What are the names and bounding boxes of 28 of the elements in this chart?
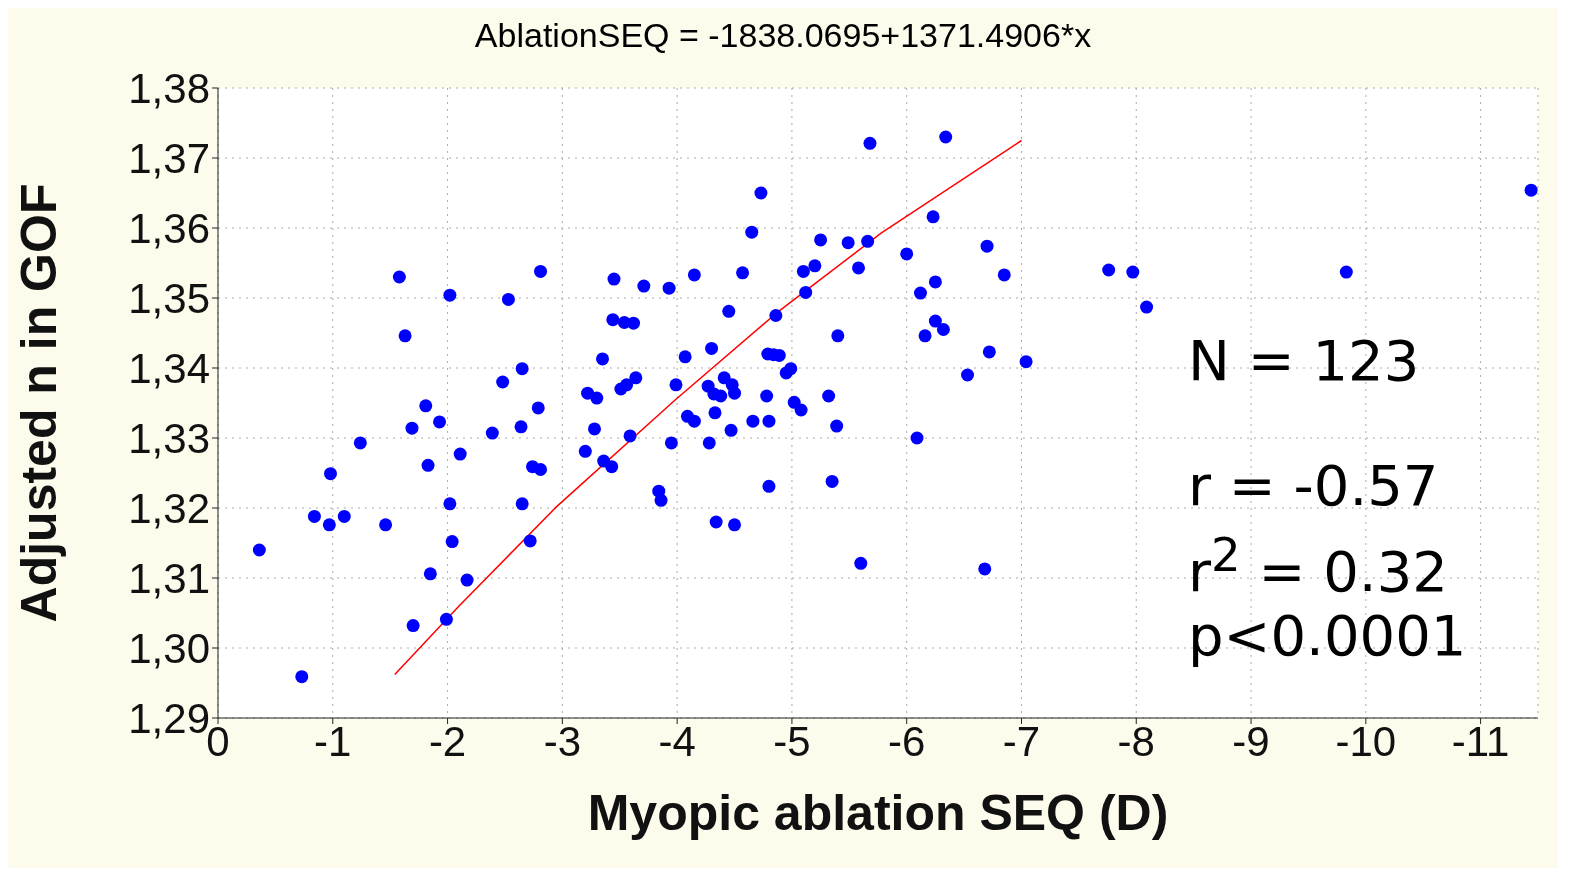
chart-title: AblationSEQ = -1838.0695+1371.4906*x <box>473 16 1093 55</box>
annotation: p<0.0001 <box>1188 603 1467 668</box>
x-tick-label: -4 <box>658 717 696 765</box>
x-tick-label: -5 <box>773 717 811 765</box>
x-tick-label: -8 <box>1117 717 1155 765</box>
x-tick-label: -3 <box>543 717 582 765</box>
y-tick-label: 1,33 <box>128 414 210 462</box>
x-tick-label: -2 <box>428 717 467 765</box>
y-tick-label: 1,36 <box>128 204 210 252</box>
y-tick-label: 1,32 <box>128 484 210 532</box>
x-tick-label: -6 <box>888 717 926 765</box>
x-tick-label: -11 <box>1451 717 1510 765</box>
x-tick-label: -7 <box>1002 717 1041 765</box>
y-tick-label: 1,31 <box>128 554 210 602</box>
y-tick-label: 1,37 <box>128 134 210 182</box>
line-series <box>394 139 1023 676</box>
y-tick-label: 1,35 <box>128 274 210 322</box>
y-tick-label: 1,34 <box>128 344 210 392</box>
x-tick-label: -9 <box>1232 717 1270 765</box>
y-axis-title: Adjusted n in GOF <box>10 183 67 623</box>
y-tick-label: 1,30 <box>128 624 210 672</box>
x-axis-title: Myopic ablation SEQ (D) <box>587 785 1169 841</box>
annotation: r = -0.57 <box>1188 453 1439 518</box>
annotation: N = 123 <box>1188 328 1420 393</box>
annotation: r$^{2}$ = 0.32 <box>1188 528 1448 604</box>
y-tick-label: 1,38 <box>128 64 210 112</box>
x-tick-label: -1 <box>314 717 352 765</box>
x-tick-label: -10 <box>1335 717 1397 765</box>
